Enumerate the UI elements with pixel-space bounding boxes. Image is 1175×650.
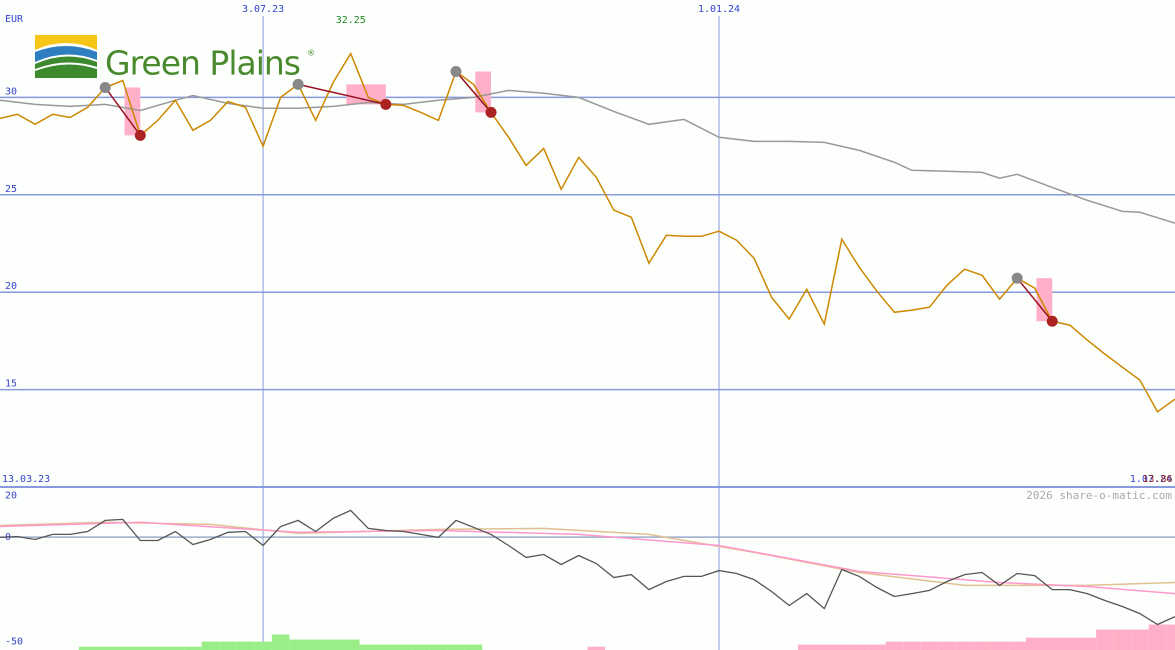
histogram-bar	[1043, 637, 1062, 650]
histogram-bar	[903, 641, 921, 650]
histogram-bar	[1025, 637, 1044, 650]
series-line	[0, 521, 1175, 595]
histogram-bar	[1008, 641, 1026, 650]
histogram-bar	[131, 646, 150, 650]
histogram-bar	[447, 644, 465, 650]
logo: Green Plains ®	[34, 35, 315, 83]
histogram-bar	[1113, 629, 1132, 650]
logo-field	[35, 56, 97, 78]
signal-line	[104, 87, 141, 136]
histogram-bar	[587, 646, 606, 650]
logo-text: Green Plains	[105, 44, 300, 83]
watermark: 2026 share-o-matic.com	[1026, 489, 1172, 502]
series-line	[0, 521, 1175, 587]
x-range-label: 13.03.23	[2, 474, 50, 485]
y-tick-label: 30	[5, 86, 17, 97]
signal-line	[455, 71, 492, 113]
histogram-bar	[324, 639, 342, 650]
signal-end	[1046, 315, 1058, 327]
y-tick-label: 25	[5, 184, 17, 195]
x-tick-label: 1.01.24	[698, 4, 740, 15]
signal-end	[485, 106, 497, 118]
signal-start	[450, 65, 462, 77]
histogram-bar	[1148, 624, 1167, 650]
y-tick-label: -50	[5, 637, 23, 648]
histogram-bar	[429, 644, 448, 650]
logo-sky	[35, 46, 97, 62]
signal-box	[346, 84, 386, 105]
histogram-bar	[341, 639, 360, 650]
histogram-bar	[938, 641, 956, 650]
histogram-bar	[850, 644, 869, 650]
histogram-bar	[815, 644, 834, 650]
y-tick-label: 0	[5, 532, 11, 543]
signal-start	[99, 81, 111, 93]
histogram-bar	[1096, 629, 1114, 650]
histogram-bar	[377, 644, 395, 650]
signal-start	[1011, 272, 1023, 284]
histogram-bar	[219, 641, 237, 650]
histogram-bar	[955, 641, 974, 650]
signal-end	[380, 98, 392, 110]
histogram-bar	[166, 646, 185, 650]
histogram-bar	[990, 641, 1009, 650]
histogram-bar	[184, 646, 202, 650]
x-tick-label: 3.07.23	[242, 4, 284, 15]
histogram-bar	[201, 641, 220, 650]
histogram-bar	[306, 639, 325, 650]
histogram-bar	[1131, 629, 1149, 650]
logo-sun	[35, 35, 97, 50]
histogram-bar	[359, 644, 378, 650]
histogram-bar	[149, 646, 167, 650]
logo-stripe	[34, 62, 98, 71]
histogram-bar	[96, 646, 114, 650]
histogram-bar	[78, 646, 97, 650]
y-tick-label: 20	[5, 281, 17, 292]
histogram-bar	[236, 641, 255, 650]
series-line	[0, 509, 1175, 626]
histogram-bar	[412, 644, 430, 650]
signal-box	[475, 71, 492, 113]
histogram-bar	[885, 641, 904, 650]
histogram-bar	[920, 641, 939, 650]
series-line	[0, 51, 1175, 413]
high-label: 32.25	[336, 15, 366, 26]
series-line	[0, 89, 1175, 224]
y-tick-label: 20	[5, 490, 17, 501]
x-range-label: 1.07.24	[1130, 474, 1172, 485]
histogram-bar	[464, 644, 483, 650]
unit-label: EUR	[5, 14, 24, 25]
histogram-bar	[254, 641, 272, 650]
low-label: 13.86	[1142, 474, 1172, 485]
histogram-bar	[1061, 637, 1079, 650]
signal-end	[134, 129, 146, 141]
histogram-bar	[1078, 637, 1097, 650]
histogram-bar	[1166, 624, 1175, 650]
y-tick-label: 15	[5, 379, 17, 390]
signal-box	[1036, 278, 1053, 322]
signal-start	[292, 78, 304, 90]
histogram-bar	[289, 639, 307, 650]
histogram-bar	[271, 634, 290, 650]
signal-line	[1016, 277, 1053, 322]
histogram-bar	[973, 641, 991, 650]
signal-line	[297, 83, 386, 106]
histogram-bar	[797, 644, 816, 650]
histogram-bar	[868, 644, 886, 650]
histogram-bar	[113, 646, 132, 650]
logo-mark: ®	[307, 49, 315, 58]
histogram-bar	[394, 644, 413, 650]
histogram-bar	[833, 644, 851, 650]
